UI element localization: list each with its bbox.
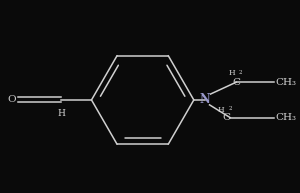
Text: 2: 2 xyxy=(239,70,243,75)
Text: H: H xyxy=(218,106,224,114)
Text: CH₃: CH₃ xyxy=(275,78,296,87)
Text: C: C xyxy=(222,113,230,122)
Text: O: O xyxy=(7,96,16,104)
Text: CH₃: CH₃ xyxy=(275,113,296,122)
Text: 2: 2 xyxy=(228,106,232,111)
Text: H: H xyxy=(57,109,65,118)
Text: C: C xyxy=(232,78,240,87)
Text: H: H xyxy=(229,69,235,77)
Text: N: N xyxy=(199,93,210,107)
